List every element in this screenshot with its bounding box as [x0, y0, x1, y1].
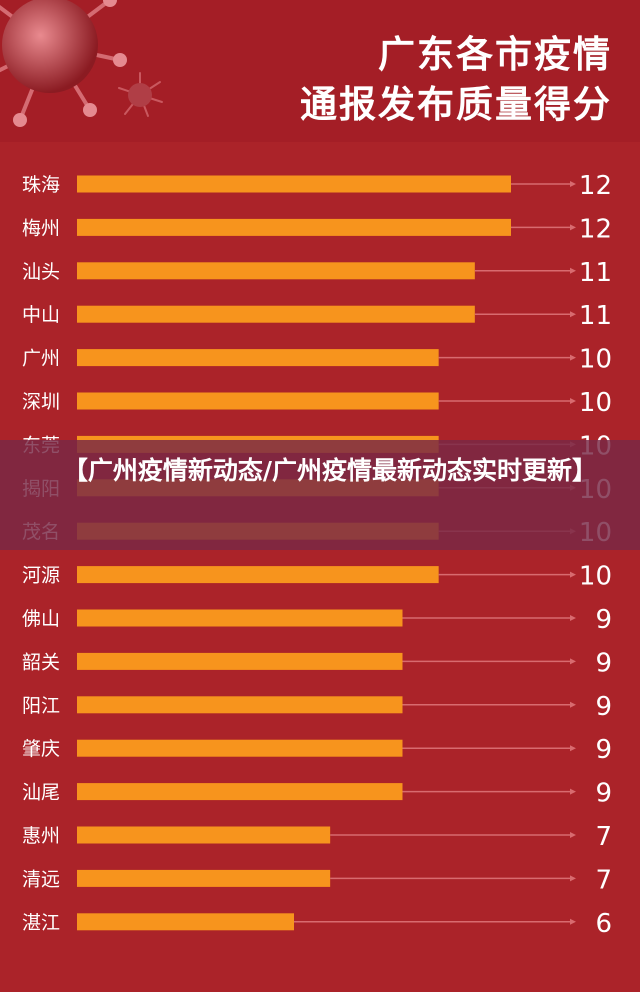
category-label: 韶关 [22, 651, 60, 673]
value-label: 9 [595, 648, 612, 678]
category-label: 湛江 [22, 912, 60, 934]
category-label: 梅州 [22, 217, 60, 239]
value-label: 7 [595, 822, 612, 852]
category-label: 佛山 [22, 608, 60, 630]
bar [77, 826, 331, 844]
value-label: 9 [595, 779, 612, 809]
value-label: 7 [595, 865, 612, 895]
bar [77, 566, 439, 584]
arrowhead-icon [570, 224, 576, 231]
bar [77, 783, 403, 801]
arrowhead-icon [570, 354, 576, 361]
value-label: 9 [595, 735, 612, 765]
bar [77, 869, 331, 887]
bar [77, 739, 403, 757]
category-label: 惠州 [22, 825, 60, 847]
bar [77, 652, 403, 670]
bar [77, 913, 294, 931]
arrowhead-icon [570, 398, 576, 404]
value-label: 10 [579, 388, 612, 418]
arrowhead-icon [570, 788, 576, 795]
value-label: 10 [579, 345, 612, 375]
category-label: 汕尾 [22, 782, 60, 804]
category-label: 深圳 [22, 391, 60, 413]
value-label: 6 [595, 909, 612, 939]
arrowhead-icon [570, 267, 576, 274]
value-label: 12 [579, 171, 612, 201]
arrowhead-icon [570, 658, 576, 665]
arrowhead-icon [570, 745, 576, 752]
value-label: 9 [595, 692, 612, 722]
bar [77, 696, 403, 714]
arrowhead-icon [570, 571, 576, 578]
title-line-2: 通报发布质量得分 [300, 83, 612, 126]
category-label: 中山 [22, 304, 60, 326]
arrowhead-icon [570, 181, 576, 187]
category-label: 清远 [22, 868, 60, 890]
arrowhead-icon [570, 615, 576, 621]
score-bar-chart: 珠海12梅州12汕头11中山11广州10深圳10东莞10揭阳10茂名10河源10… [22, 171, 612, 939]
category-label: 汕头 [22, 261, 60, 283]
header-banner [0, 0, 640, 142]
arrowhead-icon [570, 832, 576, 838]
bar [77, 175, 511, 193]
bar [77, 218, 511, 236]
category-label: 肇庆 [22, 738, 60, 760]
virus-illustration-icon [0, 0, 163, 127]
arrowhead-icon [570, 875, 576, 882]
overlay-caption: 【广州疫情新动态/广州疫情最新动态实时更新】 [62, 456, 598, 485]
arrowhead-icon [570, 311, 576, 318]
arrowhead-icon [570, 918, 576, 925]
category-label: 河源 [22, 565, 60, 587]
value-label: 10 [579, 562, 612, 592]
title-line-1: 广东各市疫情 [378, 33, 612, 76]
bar [77, 262, 475, 280]
value-label: 9 [595, 605, 612, 635]
bar [77, 609, 403, 627]
bar [77, 349, 439, 367]
category-label: 珠海 [22, 174, 60, 196]
bar [77, 392, 439, 410]
value-label: 12 [579, 214, 612, 244]
category-label: 广州 [22, 348, 60, 370]
arrowhead-icon [570, 701, 576, 708]
overlay-banner [0, 440, 640, 550]
category-label: 阳江 [22, 695, 60, 717]
value-label: 11 [579, 258, 612, 288]
value-label: 11 [579, 301, 612, 331]
bar [77, 305, 475, 323]
